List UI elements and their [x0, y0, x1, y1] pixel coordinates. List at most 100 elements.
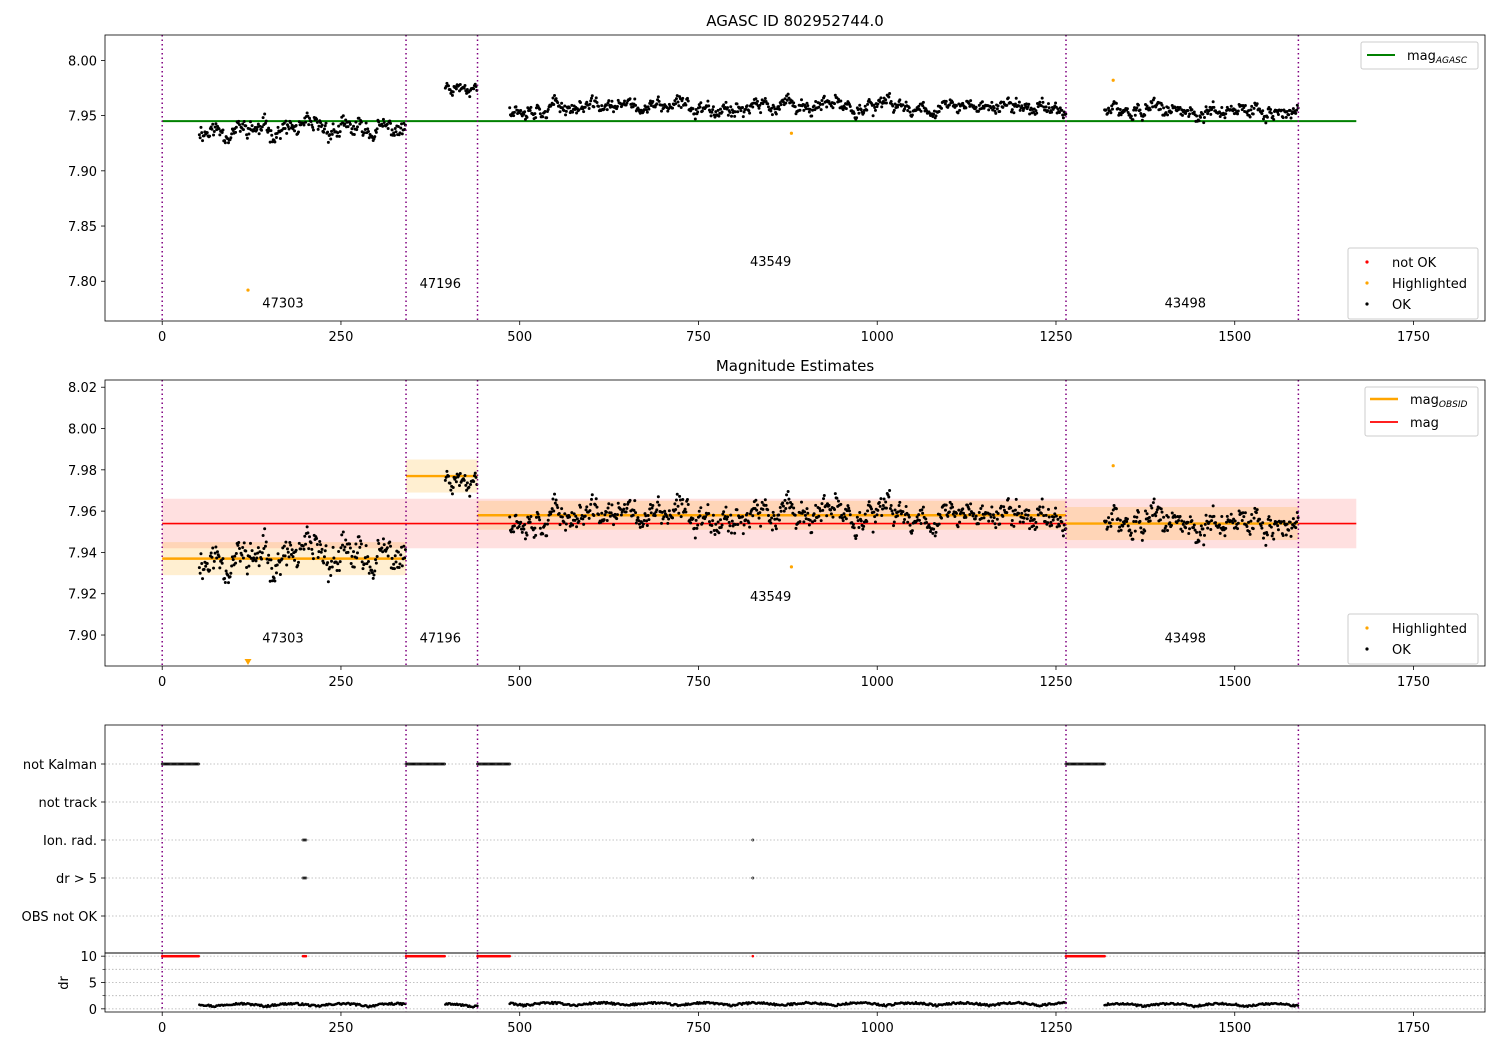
ok-point [657, 99, 661, 103]
ok-point [297, 541, 301, 545]
ok-point [525, 115, 529, 119]
ok-point [718, 107, 722, 111]
ok-point [267, 553, 271, 557]
ok-point [964, 106, 968, 110]
ok-point [881, 507, 885, 511]
ok-point [360, 560, 364, 564]
ok-point [197, 133, 201, 137]
agasc-ytick-label: 7.80 [68, 275, 97, 290]
ok-point [1014, 497, 1018, 501]
ok-point [1129, 114, 1133, 118]
ok-point [991, 513, 995, 517]
ok-point [766, 105, 770, 109]
ok-point [785, 501, 789, 505]
ok-point [463, 474, 467, 478]
ok-point [509, 530, 513, 534]
ok-point [1018, 520, 1022, 524]
ok-point [651, 100, 655, 104]
ok-point [237, 119, 241, 123]
ok-point [876, 102, 880, 106]
ok-point [602, 518, 606, 522]
ok-point [546, 107, 550, 111]
ok-point [318, 539, 322, 543]
ok-point [789, 505, 793, 509]
ok-point [878, 504, 882, 508]
ok-point [779, 509, 783, 513]
ok-point [910, 113, 914, 117]
ok-point [833, 102, 837, 106]
ok-point [1249, 519, 1253, 523]
ok-point [711, 513, 715, 517]
ok-point [706, 503, 710, 507]
agasc-ytick-label: 7.95 [68, 110, 97, 125]
ok-point [1197, 539, 1201, 543]
ok-point [660, 103, 664, 107]
ok-point [1042, 105, 1046, 109]
ok-point [634, 511, 638, 515]
ok-point [956, 111, 960, 115]
ok-point [1144, 509, 1148, 513]
ok-point [647, 518, 651, 522]
ok-point [632, 508, 636, 512]
dr-point [476, 1004, 479, 1008]
ok-point [733, 531, 737, 535]
ok-point [710, 524, 714, 528]
ok-point [803, 510, 807, 514]
ok-point [1211, 504, 1215, 508]
ok-point [589, 99, 593, 103]
estimates-frame [104, 379, 1486, 667]
ok-point [624, 510, 628, 514]
ok-point [348, 542, 352, 546]
ok-point [1010, 523, 1014, 527]
ok-point [258, 124, 262, 128]
ok-point [777, 107, 781, 111]
ok-point [1225, 514, 1229, 518]
ok-point [783, 97, 787, 101]
ok-point [1210, 519, 1214, 523]
ok-point [845, 509, 849, 513]
ok-point [355, 556, 359, 560]
ok-point [693, 526, 697, 530]
dr-xtick-label: 500 [507, 1021, 532, 1036]
ok-point [229, 136, 233, 140]
ok-point [400, 545, 404, 549]
ok-point [666, 521, 670, 525]
ok-point [1162, 529, 1166, 533]
ok-point [798, 108, 802, 112]
ok-point [274, 571, 278, 575]
ok-point [278, 573, 282, 577]
ok-point [903, 107, 907, 111]
ok-point [244, 549, 248, 553]
ok-point [1159, 507, 1163, 511]
ok-point [956, 525, 960, 529]
ok-point [637, 519, 641, 523]
ok-point [352, 133, 356, 137]
ok-point [904, 505, 908, 509]
ok-point [1180, 113, 1184, 117]
ok-point [1110, 518, 1114, 522]
ok-point [725, 517, 729, 521]
ok-point [866, 509, 870, 513]
ok-point [381, 537, 385, 541]
ok-point [892, 524, 896, 528]
ok-point [649, 103, 653, 107]
ok-point [354, 542, 358, 546]
ok-point [1190, 108, 1194, 112]
ok-point [927, 523, 931, 527]
ok-point [468, 494, 472, 498]
dr-clipped-point [751, 954, 755, 958]
ok-point [605, 108, 609, 112]
ok-point [1261, 536, 1265, 540]
ok-point [270, 566, 274, 570]
ok-point [276, 125, 280, 129]
ok-point [1166, 106, 1170, 110]
ok-point [711, 105, 715, 109]
ok-point [290, 548, 294, 552]
ok-point [1207, 108, 1211, 112]
ok-point [359, 539, 363, 543]
ok-point [677, 104, 681, 108]
ok-point [474, 85, 478, 89]
ok-point [399, 126, 403, 130]
ok-point [1135, 106, 1139, 110]
ok-point [1287, 528, 1291, 532]
